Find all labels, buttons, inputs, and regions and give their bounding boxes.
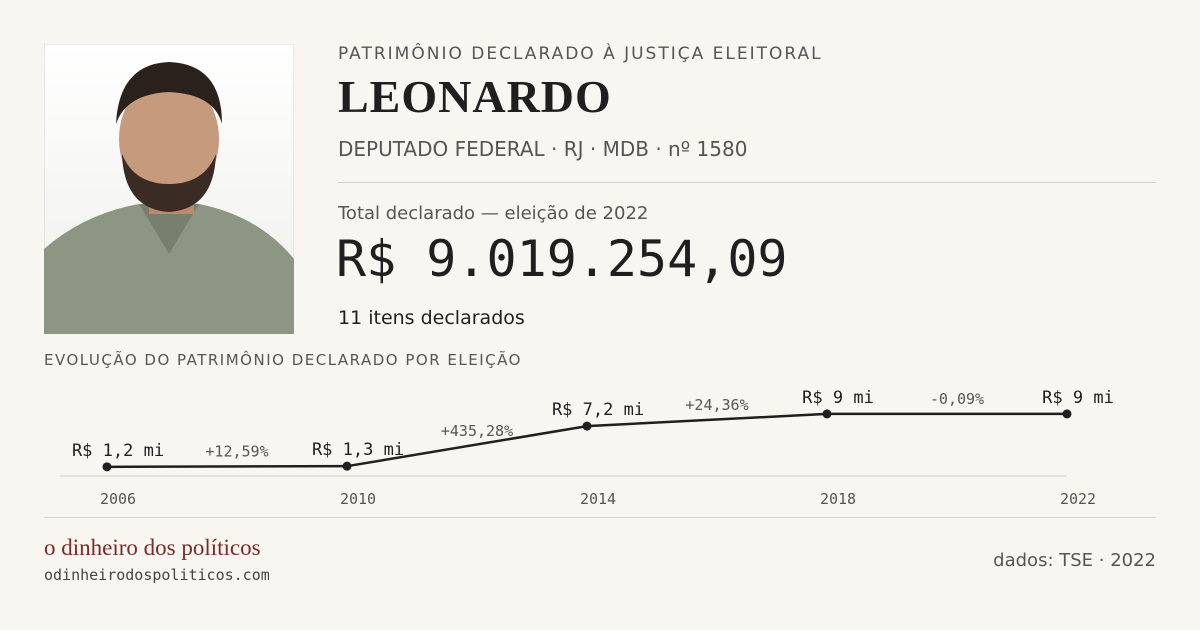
x-tick-label: 2018 xyxy=(820,490,856,508)
point xyxy=(102,462,112,472)
value-label: R$ 1,2 mi xyxy=(72,441,164,461)
change-label: -0,09% xyxy=(930,390,984,408)
separator xyxy=(44,517,1156,518)
change-label: +24,36% xyxy=(685,396,748,414)
change-label: +12,59% xyxy=(205,443,268,461)
point xyxy=(582,421,592,431)
change-label: +435,28% xyxy=(441,422,513,440)
value-label: R$ 1,3 mi xyxy=(312,440,404,460)
url: odinheirodospoliticos.com xyxy=(44,566,270,584)
subtitle: DEPUTADO FEDERAL · RJ · MDB · nº 1580 xyxy=(338,137,748,161)
value-label: R$ 7,2 mi xyxy=(552,400,644,420)
brand: o dinheiro dos políticos xyxy=(44,535,261,560)
value-label: R$ 9 mi xyxy=(802,388,874,408)
x-tick-label: 2010 xyxy=(340,490,376,508)
photo xyxy=(44,44,294,334)
source: dados: TSE · 2022 xyxy=(993,550,1156,571)
chart-title: EVOLUÇÃO DO PATRIMÔNIO DECLARADO POR ELE… xyxy=(44,351,522,369)
x-tick-label: 2006 xyxy=(100,490,136,508)
x-tick-label: 2014 xyxy=(580,490,616,508)
kicker: PATRIMÔNIO DECLARADO À JUSTIÇA ELEITORAL xyxy=(338,44,823,64)
x-tick-label: 2022 xyxy=(1060,490,1096,508)
chart: R$ 1,2 mi 2006 R$ 1,3 mi 2010 R$ 7,2 mi 2014 R… xyxy=(60,388,1114,508)
value-label: R$ 9 mi xyxy=(1042,388,1114,408)
separator xyxy=(338,182,1156,183)
politician-name: LEONARDO xyxy=(338,71,612,122)
total-label: Total declarado — eleição de 2022 xyxy=(338,203,649,224)
point xyxy=(822,409,832,419)
total-value: R$ 9.019.254,09 xyxy=(336,230,788,288)
point xyxy=(1062,409,1072,419)
point xyxy=(342,461,352,471)
items-count: 11 itens declarados xyxy=(338,307,525,329)
